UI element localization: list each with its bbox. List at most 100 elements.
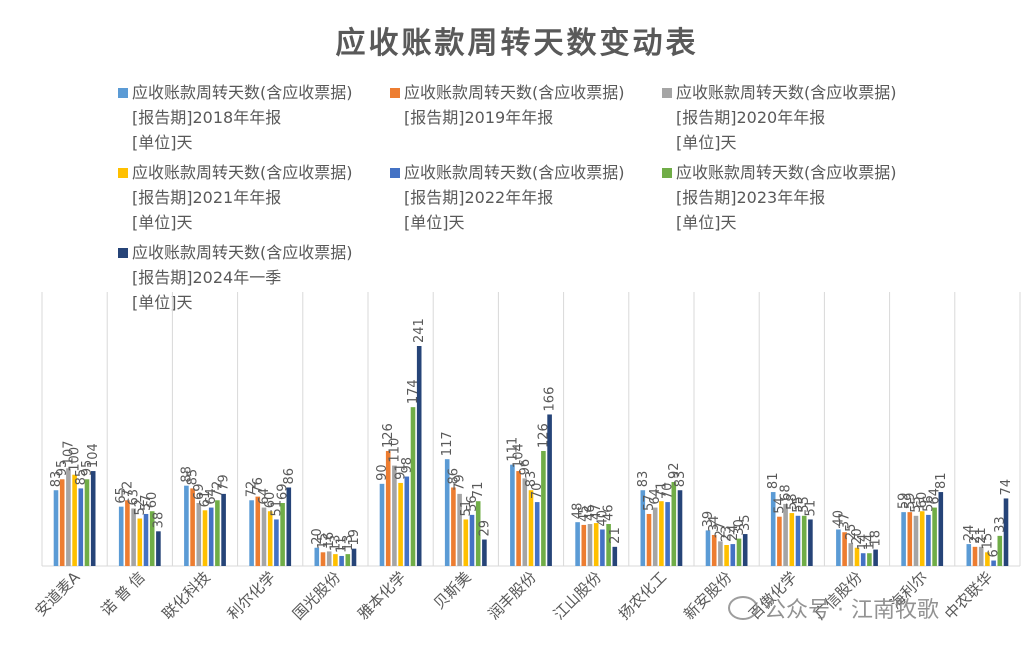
category-label: 安道麦A (32, 568, 84, 620)
bar (991, 560, 996, 566)
data-label: 23 (720, 525, 735, 542)
data-label: 20 (850, 528, 865, 545)
bar (404, 476, 410, 566)
data-label: 21 (608, 527, 623, 544)
bar (286, 487, 292, 566)
bar (451, 487, 456, 566)
bar (665, 502, 670, 566)
bar (736, 538, 742, 566)
legend-swatch (390, 168, 400, 178)
category-label: 润丰股份 (485, 568, 540, 623)
data-label: 79 (217, 474, 232, 491)
data-label: 83 (636, 471, 651, 488)
data-label: 20 (310, 528, 325, 545)
legend-label: 应收账款周转天数(含应收票据) [报告期]2020年年报 [单位]天 (676, 83, 897, 152)
bar (919, 511, 925, 566)
data-label: 107 (61, 440, 76, 465)
bar (932, 507, 937, 566)
bar (926, 514, 931, 566)
data-label: 24 (962, 525, 977, 542)
category-label: 联化科技 (159, 568, 214, 623)
bar (783, 503, 788, 566)
bar (677, 490, 683, 566)
bar (221, 493, 226, 566)
bar (997, 535, 1003, 566)
data-label: 21 (974, 527, 989, 544)
data-label: 34 (707, 515, 722, 532)
category-label: 贝斯美 (430, 568, 475, 613)
data-label: 14 (856, 534, 871, 551)
bar (593, 523, 599, 566)
bar (600, 529, 605, 566)
data-label: 37 (838, 513, 853, 530)
legend-label: 应收账款周转天数(含应收票据) [报告期]2018年年报 [单位]天 (132, 83, 353, 152)
data-label: 59 (903, 493, 918, 510)
bar (777, 516, 782, 566)
watermark: 公众号 · 江南牧歌 (728, 592, 939, 624)
bar (469, 514, 475, 566)
bar (836, 529, 841, 566)
data-label: 85 (186, 469, 201, 486)
legend-swatch (118, 88, 128, 98)
bar (575, 522, 580, 566)
bar (156, 531, 161, 566)
data-label: 58 (785, 494, 800, 511)
data-label: 13 (328, 535, 343, 552)
bar (333, 554, 338, 566)
data-label: 71 (654, 482, 669, 499)
bar (59, 479, 65, 566)
bar (671, 482, 677, 566)
bar (534, 502, 540, 566)
bar (125, 500, 130, 566)
data-label: 15 (980, 533, 995, 550)
bar (475, 501, 481, 566)
data-label: 63 (127, 489, 142, 506)
legend-item: 应收账款周转天数(含应收票据) [报告期]2022年年报 [单位]天 (390, 160, 658, 235)
legend-item: 应收账款周转天数(含应收票据) [报告期]2021年年报 [单位]天 (118, 160, 386, 235)
bar (873, 549, 878, 566)
bar (985, 552, 990, 566)
legend-item: 应收账款周转天数(含应收票据) [报告期]2018年年报 [单位]天 (118, 80, 386, 155)
legend-swatch (118, 248, 128, 258)
data-label: 79 (453, 474, 468, 491)
bar (482, 539, 487, 566)
bar (978, 546, 984, 566)
data-label: 91 (394, 463, 409, 480)
category-label: 利尔化学 (224, 568, 279, 623)
bar (789, 513, 795, 566)
data-label: 111 (505, 437, 520, 462)
data-label: 64 (257, 488, 272, 505)
legend-item: 应收账款周转天数(含应收票据) [报告期]2023年年报 [单位]天 (662, 160, 930, 235)
category-label: 扬农化工 (615, 568, 670, 623)
category-label: 国光股份 (289, 568, 344, 623)
bar (938, 492, 944, 566)
bar (711, 534, 717, 566)
data-label: 46 (583, 504, 598, 521)
data-label: 86 (282, 468, 297, 485)
bar (972, 546, 978, 566)
bar (659, 501, 664, 566)
bar (705, 530, 711, 566)
data-label: 59 (897, 493, 912, 510)
legend-label: 应收账款周转天数(含应收票据) [报告期]2024年一季 [单位]天 (132, 243, 353, 312)
data-label: 38 (151, 512, 166, 529)
data-label: 57 (642, 494, 657, 511)
bar (53, 490, 59, 566)
data-label: 55 (791, 496, 806, 513)
bar (215, 500, 220, 566)
category-label: 诺 普 信 (97, 568, 148, 619)
data-label: 81 (934, 473, 949, 490)
bar (78, 488, 84, 566)
data-label: 64 (648, 488, 663, 505)
bar (966, 544, 972, 566)
bar (118, 506, 124, 566)
data-label: 76 (251, 477, 266, 494)
data-label: 72 (245, 481, 260, 498)
bar (457, 493, 462, 566)
bar (516, 471, 521, 566)
bar (913, 515, 919, 566)
bar (149, 511, 155, 566)
bar (143, 513, 149, 566)
bar (202, 510, 208, 566)
